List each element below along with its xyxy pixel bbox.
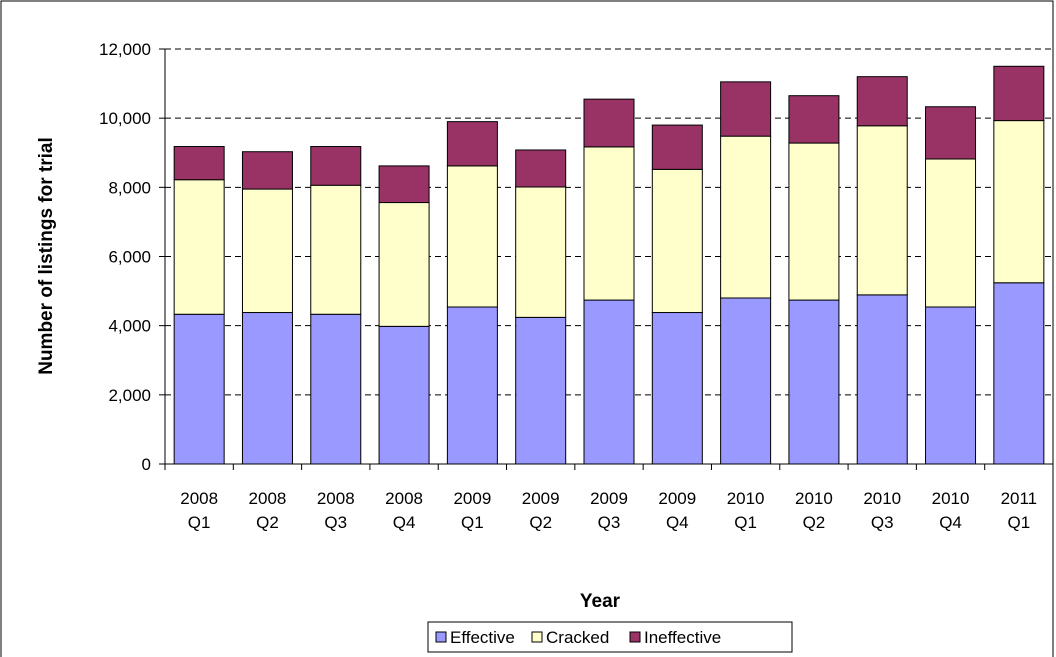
y-tick-label: 6,000 xyxy=(108,248,151,267)
bar-segment xyxy=(310,313,362,465)
y-axis-title: Number of listings for trial xyxy=(36,137,57,375)
bar-segment xyxy=(515,149,567,188)
bar-segment xyxy=(378,165,430,204)
x-tick-label: 2008 Q2 xyxy=(249,489,287,532)
bar-segment xyxy=(720,297,772,465)
bar-segment xyxy=(241,151,293,190)
x-tick-label: 2011 Q1 xyxy=(1001,489,1038,532)
legend-label: Cracked xyxy=(546,628,609,647)
bar-segment xyxy=(583,299,635,465)
bar-segment xyxy=(993,282,1045,465)
x-tick-label: 2008 Q1 xyxy=(180,489,218,532)
bar-segment xyxy=(993,120,1045,284)
bar-segment xyxy=(925,306,977,465)
bar-segment xyxy=(651,312,703,465)
x-axis-title: Year xyxy=(580,591,621,612)
bar-segment xyxy=(446,306,498,465)
bar-segment xyxy=(173,146,225,181)
bar-segment xyxy=(583,146,635,301)
y-tick-label: 0 xyxy=(142,455,151,474)
bar-segment xyxy=(173,313,225,465)
legend-swatch xyxy=(531,631,543,643)
bar-segment xyxy=(720,81,772,137)
x-tick-label: 2010 Q4 xyxy=(932,489,970,532)
bar-segment xyxy=(720,135,772,299)
y-tick-label: 8,000 xyxy=(108,178,151,197)
x-tick-label: 2009 Q3 xyxy=(590,489,628,532)
bar-segment xyxy=(856,125,908,296)
bar-segment xyxy=(446,165,498,308)
bar-segment xyxy=(788,95,840,144)
y-tick-label: 10,000 xyxy=(99,109,151,128)
bar-segment xyxy=(856,76,908,127)
x-tick-label: 2010 Q1 xyxy=(727,489,765,532)
bar-segment xyxy=(310,146,362,186)
bar-segment xyxy=(651,168,703,314)
legend-label: Effective xyxy=(450,628,515,647)
bar-segment xyxy=(241,312,293,465)
bar-segment xyxy=(788,142,840,301)
bar-segment xyxy=(651,124,703,170)
bar-segment xyxy=(583,98,635,148)
bar-segment xyxy=(515,186,567,318)
legend-box xyxy=(427,621,793,653)
bar-segment xyxy=(310,184,362,315)
bar-segment xyxy=(241,188,293,314)
bar-segment xyxy=(993,65,1045,122)
y-tick-label: 2,000 xyxy=(108,386,151,405)
x-tick-label: 2009 Q4 xyxy=(658,489,696,532)
x-tick-label: 2008 Q3 xyxy=(317,489,355,532)
x-tick-label: 2008 Q4 xyxy=(385,489,423,532)
x-tick-label: 2010 Q2 xyxy=(795,489,833,532)
bar-segment xyxy=(173,179,225,315)
bar-segment xyxy=(788,299,840,465)
bar-segment xyxy=(378,325,430,465)
bar-segment xyxy=(378,202,430,327)
y-tick-label: 12,000 xyxy=(99,40,151,59)
bar-segment xyxy=(856,294,908,465)
bar-segment xyxy=(515,316,567,465)
legend-swatch xyxy=(435,631,447,643)
x-tick-label: 2009 Q1 xyxy=(453,489,491,532)
legend-swatch xyxy=(629,631,641,643)
bar-segment xyxy=(446,121,498,167)
x-tick-label: 2010 Q3 xyxy=(863,489,901,532)
bar-segment xyxy=(925,158,977,308)
y-tick-label: 4,000 xyxy=(108,317,151,336)
bar-segment xyxy=(925,106,977,160)
legend-label: Ineffective xyxy=(644,628,721,647)
x-tick-label: 2009 Q2 xyxy=(522,489,560,532)
